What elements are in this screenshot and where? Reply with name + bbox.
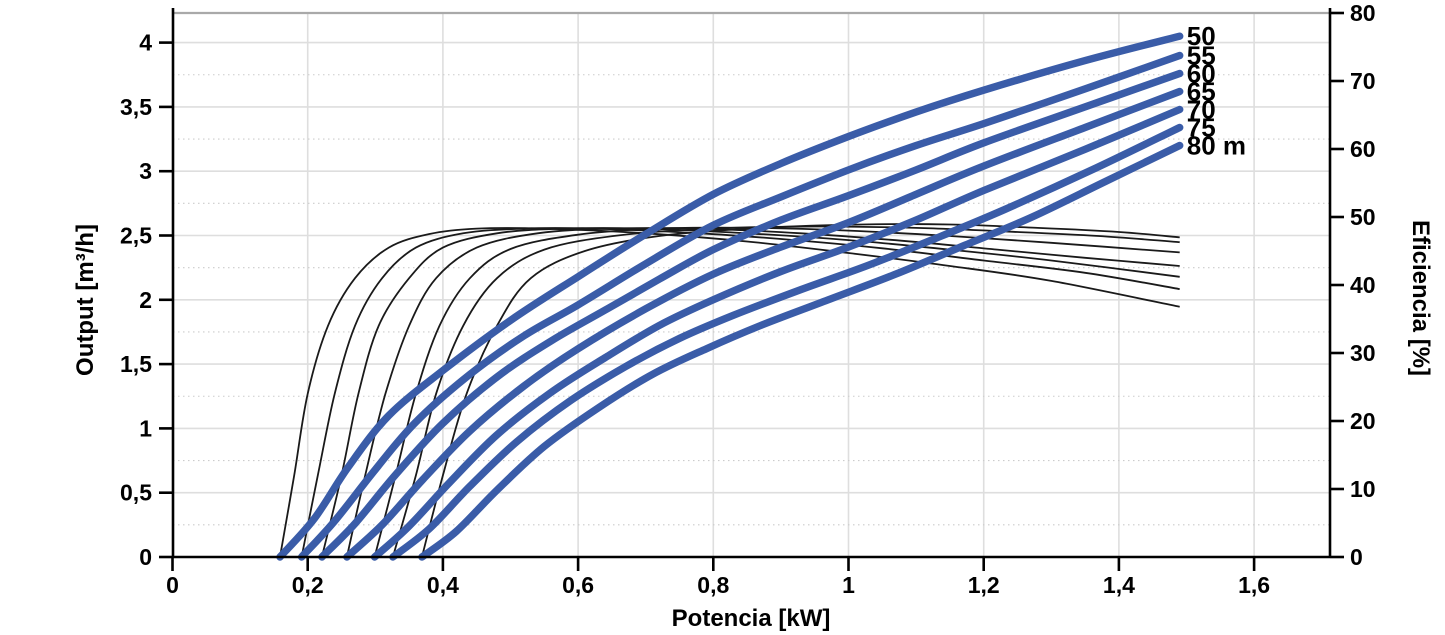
x-tick-label: 0,8	[697, 572, 729, 598]
output-curve-80	[418, 141, 1184, 561]
x-tick-label: 1,6	[1238, 572, 1270, 598]
y-right-tick-label: 0	[1350, 544, 1363, 570]
curve-label-65: 65	[1187, 76, 1216, 106]
y-right-tick-label: 60	[1350, 136, 1376, 162]
x-tick-label: 0,2	[292, 572, 324, 598]
y-left-tick-label: 1,5	[120, 351, 152, 377]
efficiency-curve-55	[300, 227, 1180, 558]
curve-label-80: 80 m	[1187, 130, 1246, 160]
x-axis-title: Potencia [kW]	[671, 605, 831, 632]
x-tick-label: 1	[842, 572, 855, 598]
output-curve-60	[318, 69, 1184, 561]
y-right-tick-label: 80	[1350, 0, 1376, 26]
x-tick-label: 0,4	[427, 572, 459, 598]
y-right-tick-label: 10	[1350, 476, 1376, 502]
curve-label-50: 50	[1187, 21, 1216, 51]
output-curve-65	[343, 87, 1184, 561]
x-tick-label: 0,6	[562, 572, 594, 598]
y-left-tick-label: 0,5	[120, 480, 152, 506]
y-right-tick-label: 20	[1350, 408, 1376, 434]
y-left-tick-label: 0	[139, 544, 152, 570]
x-tick-label: 1,2	[968, 572, 1000, 598]
y-left-tick-label: 3	[139, 158, 152, 184]
efficiency-curve-70	[373, 226, 1180, 558]
y-left-axis-title: Output [m³/h]	[72, 224, 99, 376]
curve-label-55: 55	[1187, 40, 1216, 70]
y-left-tick-label: 2	[139, 287, 152, 313]
efficiency-curve-80	[421, 223, 1180, 558]
curve-label-70: 70	[1187, 94, 1216, 124]
y-right-tick-label: 30	[1350, 340, 1376, 366]
y-left-tick-label: 3,5	[120, 94, 152, 120]
output-curve-75	[389, 123, 1184, 561]
output-curve-55	[297, 51, 1184, 561]
curve-label-75: 75	[1187, 112, 1216, 142]
y-left-tick-label: 1	[139, 415, 152, 441]
output-curve-70	[370, 105, 1184, 561]
x-tick-label: 0	[166, 572, 179, 598]
output-curve-50	[276, 32, 1184, 561]
y-right-tick-label: 40	[1350, 272, 1376, 298]
y-right-tick-label: 70	[1350, 68, 1376, 94]
x-tick-label: 1,4	[1103, 572, 1135, 598]
y-right-tick-label: 50	[1350, 204, 1376, 230]
y-left-tick-label: 2,5	[120, 223, 152, 249]
curve-label-60: 60	[1187, 58, 1216, 88]
efficiency-curve-65	[346, 227, 1180, 558]
y-left-tick-label: 4	[139, 30, 152, 56]
y-right-axis-title: Eficiencia [%]	[1407, 219, 1434, 377]
